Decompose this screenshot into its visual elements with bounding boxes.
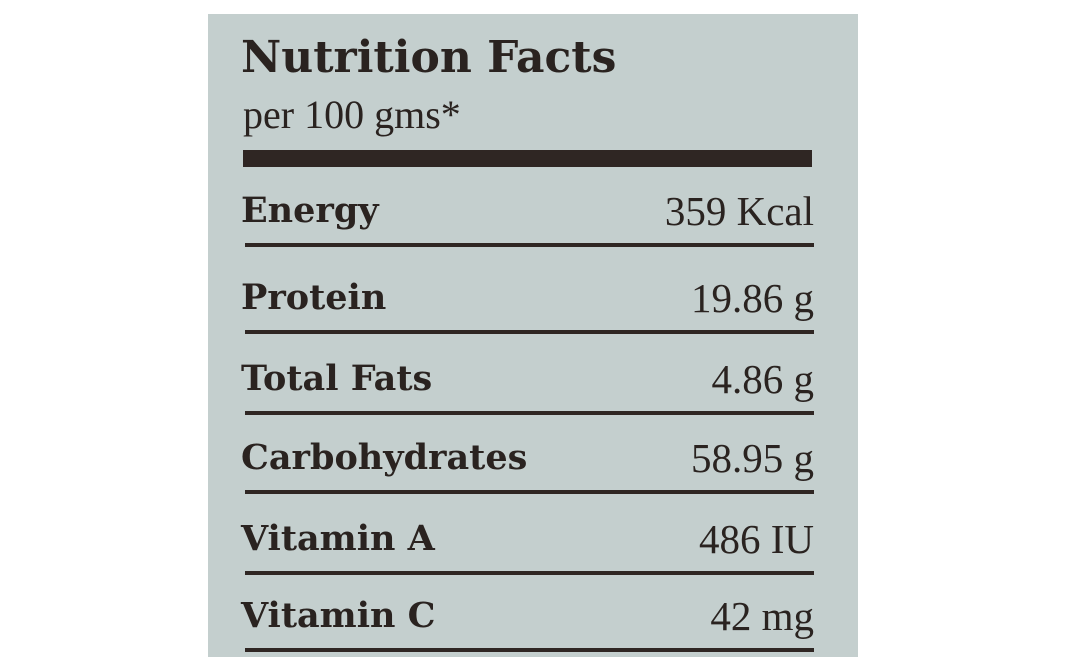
- nutrition-panel: [208, 14, 858, 657]
- row-divider: [245, 648, 814, 652]
- row-divider: [245, 330, 814, 334]
- nutrition-facts-title: Nutrition Facts: [241, 32, 617, 83]
- row-divider: [245, 571, 814, 575]
- nutrient-row-energy: Energy 359 Kcal: [241, 187, 814, 247]
- nutrient-value: 58.95 g: [691, 435, 814, 481]
- nutrient-value: 4.86 g: [711, 356, 815, 402]
- header-divider: [243, 150, 812, 167]
- nutrient-label: Vitamin C: [241, 595, 436, 636]
- serving-size-subtitle: per 100 gms*: [243, 92, 461, 137]
- row-divider: [245, 243, 814, 247]
- nutrient-label: Carbohydrates: [241, 437, 528, 478]
- nutrient-row-vitamin-a: Vitamin A 486 IU: [241, 515, 814, 575]
- nutrient-label: Vitamin A: [241, 518, 435, 559]
- row-divider: [245, 411, 814, 415]
- nutrient-value: 359 Kcal: [664, 188, 814, 234]
- nutrient-row-vitamin-c: Vitamin C 42 mg: [241, 592, 814, 652]
- nutrient-label: Energy: [241, 190, 379, 231]
- nutrient-value: 19.86 g: [691, 275, 814, 321]
- nutrient-row-total-fats: Total Fats 4.86 g: [241, 355, 814, 415]
- nutrient-row-carbohydrates: Carbohydrates 58.95 g: [241, 434, 814, 494]
- nutrient-value: 486 IU: [698, 516, 814, 562]
- nutrient-row-protein: Protein 19.86 g: [241, 274, 814, 334]
- nutrient-value: 42 mg: [710, 593, 814, 639]
- nutrient-label: Total Fats: [241, 358, 433, 399]
- row-divider: [245, 490, 814, 494]
- nutrient-label: Protein: [241, 277, 387, 318]
